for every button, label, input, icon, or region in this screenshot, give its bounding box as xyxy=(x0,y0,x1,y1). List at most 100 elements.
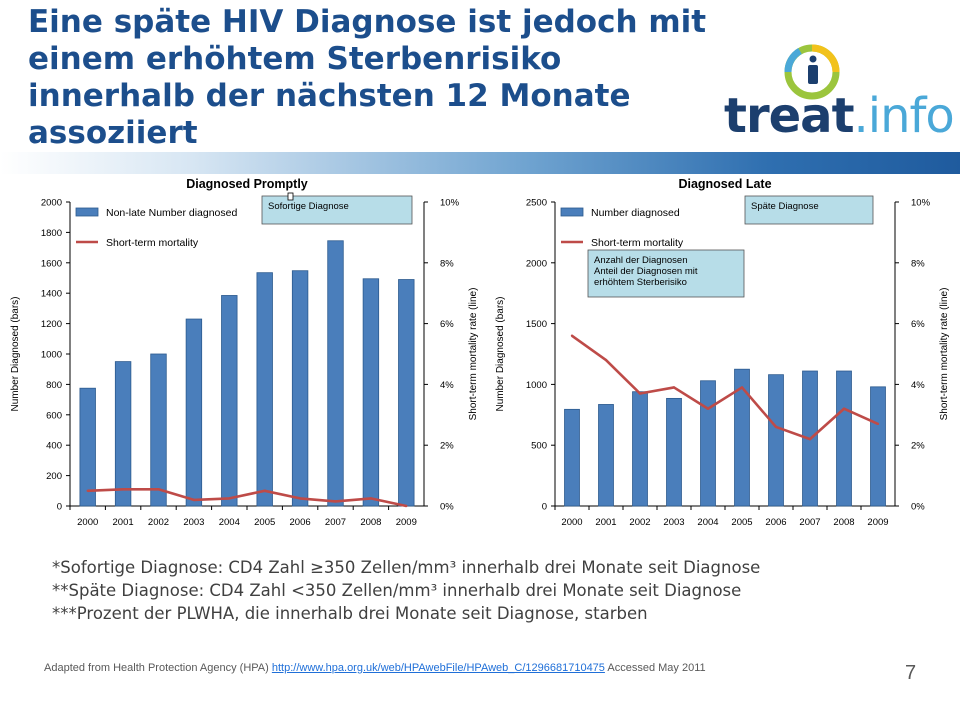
logo-wordmark: treat.info xyxy=(724,88,955,144)
chart-diagnosed-promptly: Diagnosed Promptly 0 200 400 600 800 1000 1200 1… xyxy=(10,177,479,528)
x-tick-label: 2004 xyxy=(697,517,718,528)
mortality-point xyxy=(706,407,710,410)
y-tick-label: 1400 xyxy=(41,289,62,300)
y-tick-label: 2000 xyxy=(41,198,62,209)
callout-box xyxy=(744,195,874,225)
mortality-point xyxy=(369,497,373,500)
x-tick-label: 2000 xyxy=(561,517,582,528)
bar xyxy=(79,387,96,507)
legend-label-bars: Number diagnosed xyxy=(591,207,680,219)
bar xyxy=(870,386,886,507)
y-tick-label: 1800 xyxy=(41,228,62,239)
mortality-point xyxy=(808,437,812,441)
footnote-late: **Späte Diagnose: CD4 Zahl <350 Zellen/m… xyxy=(52,581,742,600)
y-axis-title: Number Diagnosed (bars) xyxy=(10,296,21,411)
y-tick-label: 1000 xyxy=(526,380,547,391)
x-tick-label: 2009 xyxy=(396,517,417,528)
bar xyxy=(632,391,648,507)
y-tick-label: 1500 xyxy=(526,319,547,330)
x-tick-label: 2002 xyxy=(148,517,169,528)
mortality-point xyxy=(405,504,408,508)
y-right-tick-label: 6% xyxy=(440,319,454,330)
source-prefix: Adapted from Health Protection Agency (H… xyxy=(44,662,272,674)
y-right-axis-title: Short-term mortality rate (line) xyxy=(468,288,479,421)
bar xyxy=(700,380,716,507)
y-tick-label: 600 xyxy=(46,410,62,421)
bar xyxy=(291,270,309,507)
bar xyxy=(564,408,580,507)
x-tick-label: 2003 xyxy=(663,517,684,528)
callout-text: Anteil der Diagnosen mit xyxy=(594,266,698,277)
x-tick-label: 2008 xyxy=(833,517,854,528)
bar xyxy=(150,353,167,507)
bar xyxy=(362,278,380,507)
x-tick-label: 2005 xyxy=(731,517,752,528)
mortality-point xyxy=(334,500,337,503)
source-suffix: Accessed May 2011 xyxy=(604,662,706,674)
logo-word-info: .info xyxy=(853,88,955,144)
callout-text: Sofortige Diagnose xyxy=(268,201,349,212)
slide-title: Eine späte HIV Diagnose ist jedoch mit e… xyxy=(28,4,707,151)
callout-handle xyxy=(287,192,294,201)
callout-box xyxy=(261,195,413,225)
y-tick-label: 2000 xyxy=(526,258,547,269)
y-tick-label: 500 xyxy=(531,441,547,452)
source-link[interactable]: http://www.hpa.org.uk/web/HPAwebFile/HPA… xyxy=(271,662,605,674)
logo-word-treat: treat xyxy=(724,88,855,144)
mortality-point xyxy=(86,489,89,492)
chart-title: Diagnosed Promptly xyxy=(186,177,308,191)
bar xyxy=(666,397,682,507)
x-tick-label: 2001 xyxy=(113,517,134,528)
chart-title: Diagnosed Late xyxy=(678,177,771,191)
mortality-point xyxy=(298,497,302,500)
y-right-tick-label: 2% xyxy=(440,441,454,452)
y-tick-label: 400 xyxy=(46,441,62,452)
mortality-point xyxy=(157,488,160,491)
bar xyxy=(768,374,784,507)
legend-label-line: Short-term mortality xyxy=(106,237,199,249)
y-axis-title: Number Diagnosed (bars) xyxy=(495,296,506,411)
mortality-point xyxy=(740,386,744,389)
mortality-point xyxy=(570,334,574,337)
y-right-tick-label: 10% xyxy=(911,198,931,209)
mortality-line xyxy=(571,334,879,441)
y-right-tick-label: 4% xyxy=(440,380,454,391)
y-tick-label: 1200 xyxy=(41,319,62,330)
y-right-tick-label: 10% xyxy=(440,198,460,209)
header-divider-band xyxy=(0,152,960,174)
bar xyxy=(114,361,132,507)
x-tick-label: 2006 xyxy=(290,517,311,528)
y-tick-label: 0 xyxy=(57,502,62,513)
mortality-point xyxy=(876,422,880,426)
page-number: 7 xyxy=(905,662,917,684)
bar xyxy=(398,279,415,507)
y-right-axis-title: Short-term mortality rate (line) xyxy=(939,288,950,421)
x-tick-label: 2007 xyxy=(325,517,346,528)
mortality-point xyxy=(842,407,846,410)
callout-text: Anzahl der Diagnosen xyxy=(594,255,687,266)
mortality-point xyxy=(121,488,125,491)
bar xyxy=(256,272,273,507)
x-tick-label: 2002 xyxy=(629,517,650,528)
bar xyxy=(185,318,203,507)
mortality-point xyxy=(604,358,608,362)
y-right-tick-label: 4% xyxy=(911,380,925,391)
legend-label-bars: Non-late Number diagnosed xyxy=(106,207,237,219)
x-tick-label: 2005 xyxy=(254,517,275,528)
bar xyxy=(221,295,238,507)
mortality-point xyxy=(774,425,778,429)
y-right-tick-label: 8% xyxy=(911,258,925,269)
y-right-tick-label: 8% xyxy=(440,258,454,269)
footnotes: *Sofortige Diagnose: CD4 Zahl ≥350 Zelle… xyxy=(52,556,760,625)
treat-info-logo xyxy=(784,44,840,100)
mortality-point xyxy=(192,498,196,502)
mortality-point xyxy=(263,489,266,492)
legend-swatch-bars xyxy=(560,207,584,217)
y-right-tick-label: 0% xyxy=(440,502,454,513)
y-right-tick-label: 0% xyxy=(911,502,925,513)
bar xyxy=(734,368,750,507)
x-tick-label: 2007 xyxy=(799,517,820,528)
mortality-point xyxy=(638,392,642,395)
y-right-tick-label: 2% xyxy=(911,441,925,452)
source-citation: Adapted from Health Protection Agency (H… xyxy=(44,662,706,674)
